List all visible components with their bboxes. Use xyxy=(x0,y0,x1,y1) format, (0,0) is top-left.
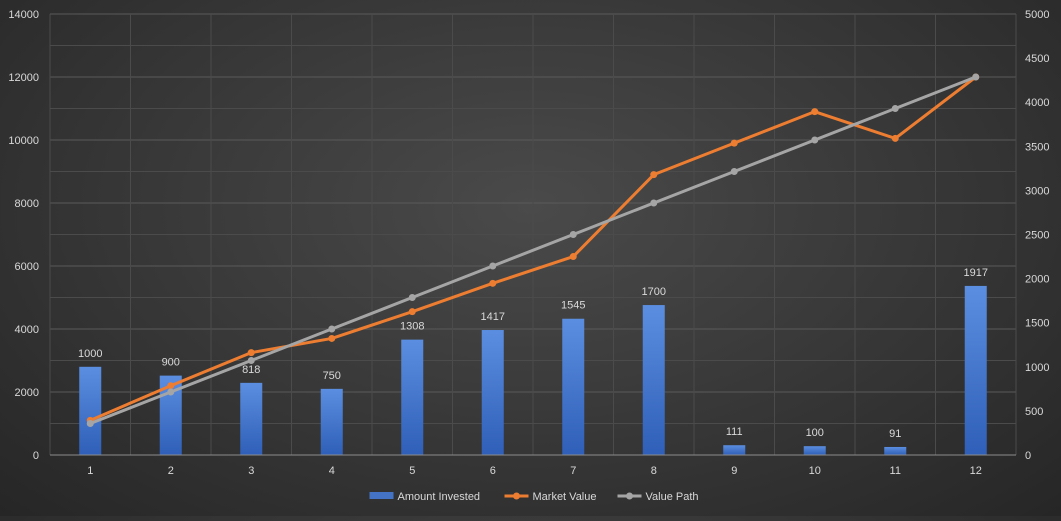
y-left-tick-label: 12000 xyxy=(8,72,39,84)
line-series-group xyxy=(86,73,980,427)
series-point xyxy=(730,168,738,175)
bar-data-label: 1700 xyxy=(642,286,666,298)
x-tick-label: 11 xyxy=(890,465,901,477)
bar xyxy=(964,285,987,455)
series-point xyxy=(167,388,175,396)
bar xyxy=(401,339,424,455)
bar-data-label: 1417 xyxy=(481,311,505,323)
data-labels: 1000 900 818 750 1308 1417 1545 1700 111 100 91 191… xyxy=(78,267,988,440)
bar xyxy=(481,330,504,455)
series-point xyxy=(247,357,255,364)
gridlines xyxy=(49,13,1017,456)
bar-data-label: 900 xyxy=(162,357,180,369)
x-tick-label: 9 xyxy=(731,465,737,477)
series-point xyxy=(247,349,255,357)
y-left-tick-label: 2000 xyxy=(15,387,39,399)
legend: Amount Invested Market Value Value Path xyxy=(369,491,699,503)
bar-data-label: 818 xyxy=(242,364,260,376)
y-left-tick-label: 0 xyxy=(33,450,39,462)
line-series-value-path xyxy=(86,73,980,427)
bar xyxy=(642,305,665,455)
bar xyxy=(803,446,826,455)
series-point xyxy=(569,231,577,238)
series-line xyxy=(88,75,978,422)
x-tick-label: 10 xyxy=(809,465,821,477)
x-tick-label: 1 xyxy=(87,465,93,477)
legend-swatch-bar xyxy=(369,492,394,499)
legend-swatch-marker xyxy=(626,492,633,500)
series-point xyxy=(730,139,738,147)
y-left-tick-label: 8000 xyxy=(15,198,39,210)
x-tick-label: 7 xyxy=(570,465,576,477)
series-point xyxy=(811,108,819,116)
y-right-tick-label: 0 xyxy=(1025,450,1031,462)
bar-data-label: 1000 xyxy=(78,348,102,360)
bar-data-label: 91 xyxy=(889,428,901,440)
series-point xyxy=(489,279,497,287)
series-point xyxy=(408,294,416,301)
series-point xyxy=(328,334,336,342)
y-right-tick-label: 500 xyxy=(1025,406,1043,418)
series-point xyxy=(811,136,819,144)
y-right-tick-label: 4000 xyxy=(1025,97,1049,109)
y-right-tick-label: 1500 xyxy=(1025,318,1049,330)
series-point xyxy=(650,199,658,207)
axes: 0200040006000800010000120001400005001000… xyxy=(8,9,1049,477)
y-left-tick-label: 10000 xyxy=(8,135,39,147)
y-left-tick-label: 14000 xyxy=(8,9,39,21)
bar xyxy=(723,445,746,455)
legend-swatch-marker xyxy=(513,492,520,500)
bar xyxy=(320,388,343,455)
bar-data-label: 1917 xyxy=(964,267,988,279)
series-point xyxy=(972,73,980,81)
x-tick-label: 6 xyxy=(490,465,496,477)
y-right-tick-label: 3500 xyxy=(1025,141,1049,153)
series-point xyxy=(569,253,577,261)
bar xyxy=(79,366,102,455)
series-point xyxy=(489,262,497,270)
bar xyxy=(884,446,907,455)
legend-label: Amount Invested xyxy=(398,491,481,503)
bar-data-label: 100 xyxy=(806,427,824,439)
y-right-tick-label: 5000 xyxy=(1025,9,1049,21)
x-tick-label: 2 xyxy=(168,465,174,477)
y-right-tick-label: 1000 xyxy=(1025,362,1049,374)
x-tick-label: 4 xyxy=(329,465,335,477)
series-point xyxy=(86,420,94,427)
bar xyxy=(240,382,263,455)
bar-data-label: 1308 xyxy=(400,321,424,333)
legend-label: Value Path xyxy=(646,491,699,503)
series-point xyxy=(650,171,658,179)
y-right-tick-label: 4500 xyxy=(1025,53,1049,65)
series-point xyxy=(891,134,899,142)
legend-label: Market Value xyxy=(533,491,597,503)
bar-data-label: 1545 xyxy=(561,300,585,312)
series-point xyxy=(408,308,416,316)
y-right-tick-label: 2000 xyxy=(1025,274,1049,286)
x-tick-label: 8 xyxy=(651,465,657,477)
bar-data-label: 111 xyxy=(726,426,743,438)
x-tick-label: 3 xyxy=(248,465,254,477)
y-right-tick-label: 2500 xyxy=(1025,230,1049,242)
series-line xyxy=(88,75,978,425)
series-point xyxy=(167,382,175,390)
y-right-tick-label: 3000 xyxy=(1025,185,1049,197)
y-left-tick-label: 4000 xyxy=(15,324,39,336)
series-point xyxy=(328,325,336,333)
series-point xyxy=(891,105,899,112)
bar-data-label: 750 xyxy=(323,370,341,382)
bar xyxy=(562,318,585,455)
y-left-tick-label: 6000 xyxy=(15,261,39,273)
x-tick-label: 12 xyxy=(970,465,982,477)
x-tick-label: 5 xyxy=(409,465,415,477)
